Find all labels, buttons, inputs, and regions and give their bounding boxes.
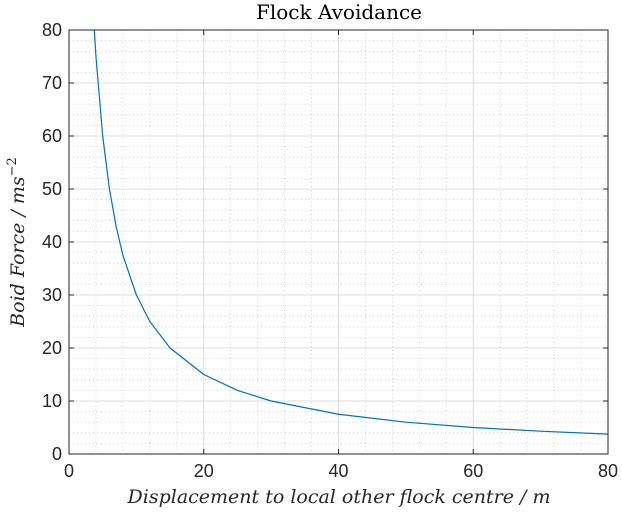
y-tick-label: 30 [42, 285, 62, 305]
y-axis-label-exponent: −2 [5, 157, 20, 176]
x-tick-label: 80 [598, 461, 618, 481]
tick-labels: 0 20 40 60 80 0 10 20 30 40 50 60 70 80 [42, 20, 618, 481]
x-tick-label: 60 [463, 461, 483, 481]
x-tick-label: 20 [194, 461, 214, 481]
chart-title: Flock Avoidance [256, 0, 422, 24]
y-axis-label-text: Boid Force / ms [7, 176, 29, 328]
axes-layer [68, 29, 609, 455]
x-tick-label: 40 [328, 461, 348, 481]
y-tick-label: 10 [42, 391, 62, 411]
y-tick-label: 0 [52, 444, 62, 464]
series-layer [93, 29, 609, 435]
y-tick-label: 60 [42, 126, 62, 146]
y-tick-label: 40 [42, 232, 62, 252]
y-tick-label: 80 [42, 20, 62, 40]
y-tick-label: 70 [42, 73, 62, 93]
x-axis-label: Displacement to local other flock centre… [127, 486, 551, 508]
series-line [93, 29, 609, 435]
x-tick-label: 0 [64, 461, 74, 481]
y-axis-label: Boid Force / ms−2 [5, 157, 29, 328]
y-tick-label: 20 [42, 338, 62, 358]
y-tick-label: 50 [42, 179, 62, 199]
